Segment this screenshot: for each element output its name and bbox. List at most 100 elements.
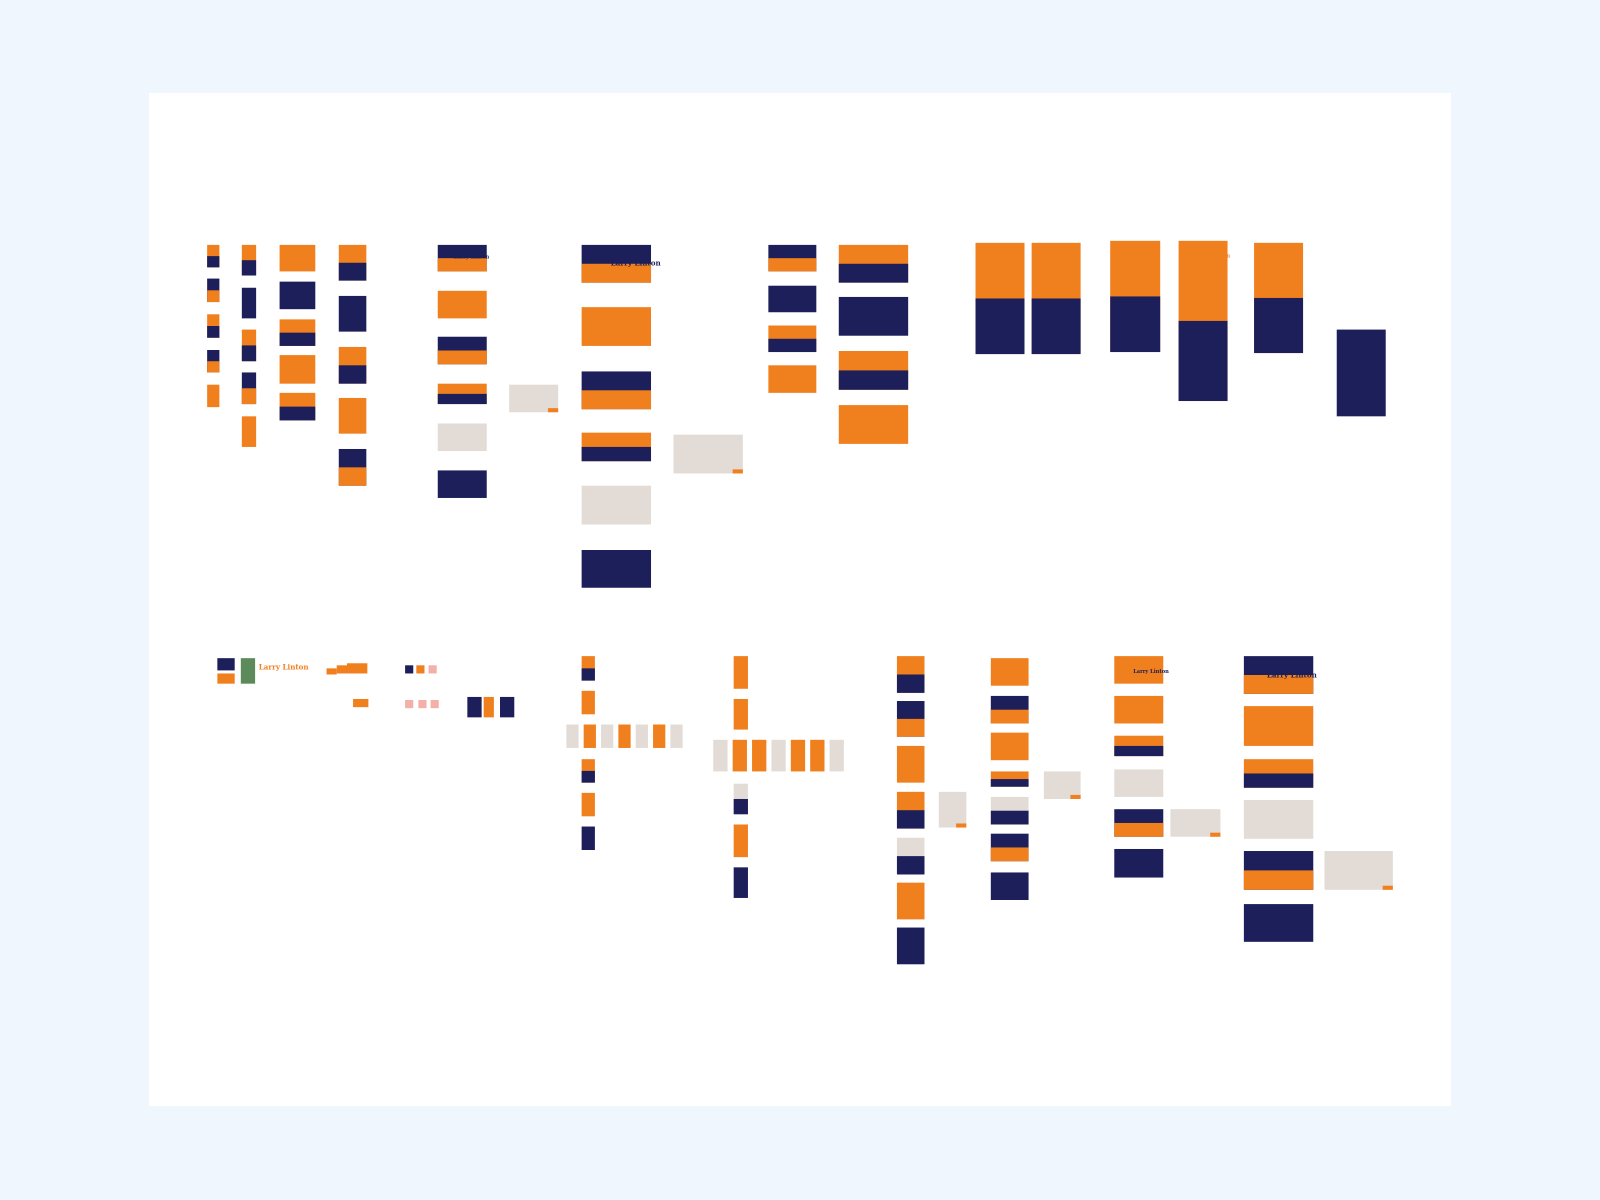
mobile-frame <box>635 724 648 748</box>
frame <box>581 550 652 588</box>
frame <box>279 281 316 310</box>
preview-card <box>509 384 559 413</box>
frame <box>838 405 909 444</box>
icon <box>405 700 414 709</box>
component <box>336 665 349 674</box>
frame <box>338 295 367 332</box>
mobile-frame <box>713 739 728 772</box>
component <box>353 698 369 708</box>
mobile-frame <box>771 739 786 772</box>
frame <box>896 745 925 783</box>
component <box>483 696 494 718</box>
frame-section <box>207 290 220 303</box>
preview-accent <box>1210 832 1221 837</box>
preview-accent <box>956 823 967 828</box>
frame <box>1114 695 1164 724</box>
frame-section <box>896 856 925 875</box>
frame-section <box>733 798 748 815</box>
frame-section <box>207 361 220 373</box>
frame-section <box>437 393 487 405</box>
preview-card <box>1324 851 1393 890</box>
frame-title: Larry Linton <box>611 258 662 267</box>
preview-card <box>673 434 743 474</box>
frame <box>338 397 367 434</box>
frame-section <box>241 260 257 276</box>
frame-section <box>1178 320 1228 402</box>
frame <box>581 307 652 346</box>
icon <box>428 665 437 674</box>
icon <box>405 665 414 674</box>
frame <box>768 365 817 393</box>
frame-section <box>768 338 817 353</box>
frame <box>733 698 748 730</box>
frame-section <box>838 263 909 283</box>
frame <box>1114 656 1164 684</box>
frame-section <box>990 847 1029 862</box>
frame <box>1243 904 1314 942</box>
frame-section <box>437 258 487 272</box>
swatch <box>217 673 235 684</box>
mobile-frame <box>810 739 825 772</box>
component <box>346 663 368 674</box>
frame-section <box>581 390 652 410</box>
mobile-frame <box>566 724 579 748</box>
frame-section <box>279 406 316 421</box>
frame-section <box>990 779 1029 787</box>
component <box>326 668 337 675</box>
frame-title: Larry Linton <box>1267 671 1318 680</box>
frame-section <box>207 326 220 338</box>
icon <box>430 700 439 709</box>
mobile-frame <box>653 724 666 748</box>
frame <box>437 423 487 452</box>
frame-section <box>1110 296 1161 353</box>
frame-section <box>1336 329 1386 417</box>
frame <box>733 824 748 858</box>
frame <box>581 826 595 850</box>
frame <box>896 882 925 920</box>
frame <box>990 872 1029 900</box>
frame-section <box>990 709 1029 724</box>
frame-section <box>581 263 652 283</box>
frame <box>1243 800 1314 839</box>
frame-section <box>768 258 817 272</box>
preview-card <box>1043 771 1081 799</box>
frame <box>896 927 925 965</box>
preview-accent <box>1070 794 1081 799</box>
frame <box>1114 848 1164 878</box>
frame-section <box>1243 675 1314 694</box>
mobile-frame <box>732 739 747 772</box>
frame <box>437 290 487 319</box>
mobile-frame <box>618 724 631 748</box>
preview-accent <box>1382 885 1393 890</box>
frame-section <box>207 256 220 268</box>
mobile-frame <box>670 724 683 748</box>
frame-section <box>279 332 316 346</box>
frame-section <box>437 350 487 365</box>
frame-section <box>1254 297 1304 354</box>
frame-section <box>1243 773 1314 788</box>
frame <box>279 355 316 384</box>
frame-section <box>896 718 925 737</box>
frame <box>768 285 817 313</box>
frame-section <box>1031 298 1081 355</box>
swatch <box>217 658 235 671</box>
frames <box>207 240 1393 965</box>
preview-accent <box>732 469 743 474</box>
frame-section <box>581 770 595 783</box>
frame <box>733 656 748 689</box>
frame-section <box>338 365 367 384</box>
frame <box>990 732 1029 761</box>
icon <box>416 665 425 674</box>
frame-section <box>838 370 909 390</box>
frame <box>733 867 748 898</box>
frame-section <box>1114 822 1164 837</box>
icon <box>418 700 427 709</box>
frame-section <box>1243 870 1314 890</box>
frame <box>581 690 595 715</box>
mobile-frame <box>601 724 614 748</box>
frame-section <box>896 810 925 829</box>
frame <box>437 470 487 498</box>
frame <box>241 287 257 319</box>
frame <box>241 416 257 447</box>
